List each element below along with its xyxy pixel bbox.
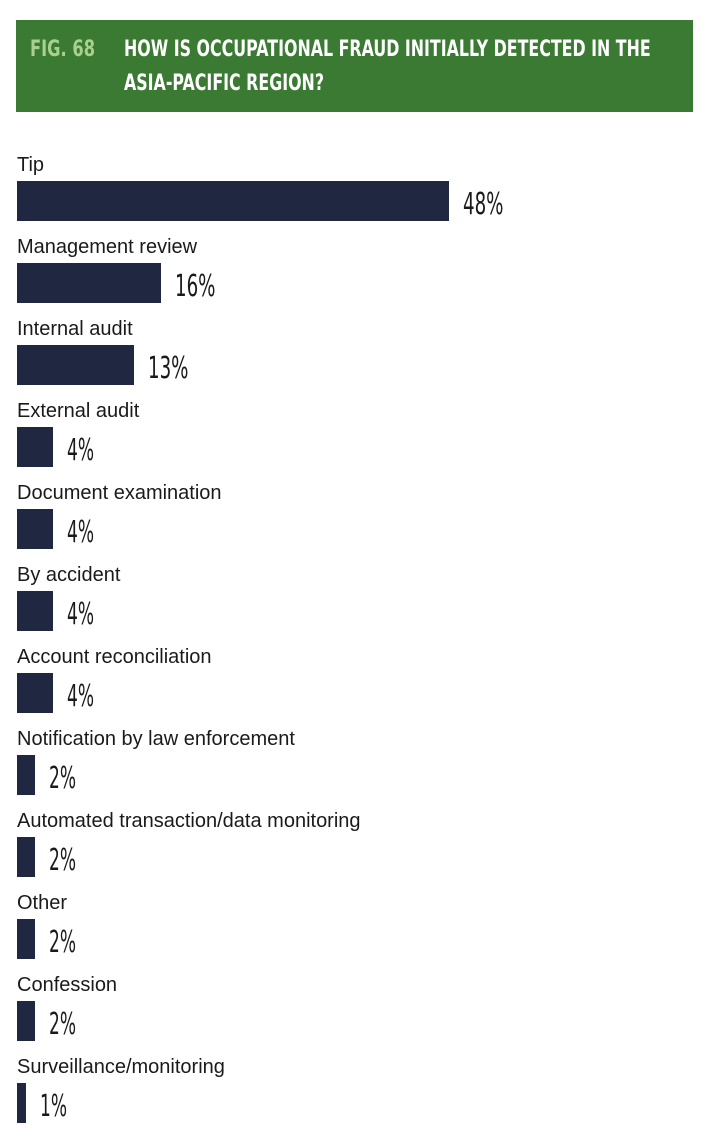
category-label-document-examination: Document examination — [17, 482, 222, 504]
value-label-surveillance-monitoring: 1% — [40, 1089, 67, 1124]
value-label-tip: 48% — [463, 187, 504, 222]
bar-surveillance-monitoring — [17, 1083, 26, 1123]
category-label-tip: Tip — [17, 154, 44, 176]
figure-header-banner: FIG. 68 HOW IS OCCUPATIONAL FRAUD INITIA… — [16, 20, 693, 112]
bar-by-accident — [17, 591, 53, 631]
figure-title-line-1: HOW IS OCCUPATIONAL FRAUD INITIALLY DETE… — [124, 37, 651, 62]
category-label-notification-by-law-enforcement: Notification by law enforcement — [17, 728, 295, 750]
value-label-external-audit: 4% — [67, 433, 94, 468]
bar-internal-audit — [17, 345, 134, 385]
value-label-management-review: 16% — [175, 269, 216, 304]
category-label-by-accident: By accident — [17, 564, 121, 586]
bar-external-audit — [17, 427, 53, 467]
bar-notification-by-law-enforcement — [17, 755, 35, 795]
bar-other — [17, 919, 35, 959]
figure-title-line-2: ASIA-PACIFIC REGION? — [124, 71, 325, 96]
value-label-other: 2% — [49, 925, 76, 960]
value-label-by-accident: 4% — [67, 597, 94, 632]
bar-confession — [17, 1001, 35, 1041]
bar-automated-transaction-data-monitoring — [17, 837, 35, 877]
bar-account-reconciliation — [17, 673, 53, 713]
figure-title: HOW IS OCCUPATIONAL FRAUD INITIALLY DETE… — [124, 33, 706, 101]
value-label-confession: 2% — [49, 1007, 76, 1042]
category-label-internal-audit: Internal audit — [17, 318, 133, 340]
value-label-document-examination: 4% — [67, 515, 94, 550]
category-label-automated-transaction-data-monitoring: Automated transaction/data monitoring — [17, 810, 361, 832]
value-label-automated-transaction-data-monitoring: 2% — [49, 843, 76, 878]
category-label-account-reconciliation: Account reconciliation — [17, 646, 212, 668]
bar-tip — [17, 181, 449, 221]
category-label-other: Other — [17, 892, 67, 914]
value-label-internal-audit: 13% — [148, 351, 189, 386]
value-label-notification-by-law-enforcement: 2% — [49, 761, 76, 796]
bar-management-review — [17, 263, 161, 303]
category-label-management-review: Management review — [17, 236, 198, 258]
category-label-confession: Confession — [17, 974, 117, 996]
figure-number: FIG. 68 — [30, 37, 96, 62]
category-label-surveillance-monitoring: Surveillance/monitoring — [17, 1056, 225, 1078]
bar-document-examination — [17, 509, 53, 549]
category-label-external-audit: External audit — [17, 400, 140, 422]
value-label-account-reconciliation: 4% — [67, 679, 94, 714]
